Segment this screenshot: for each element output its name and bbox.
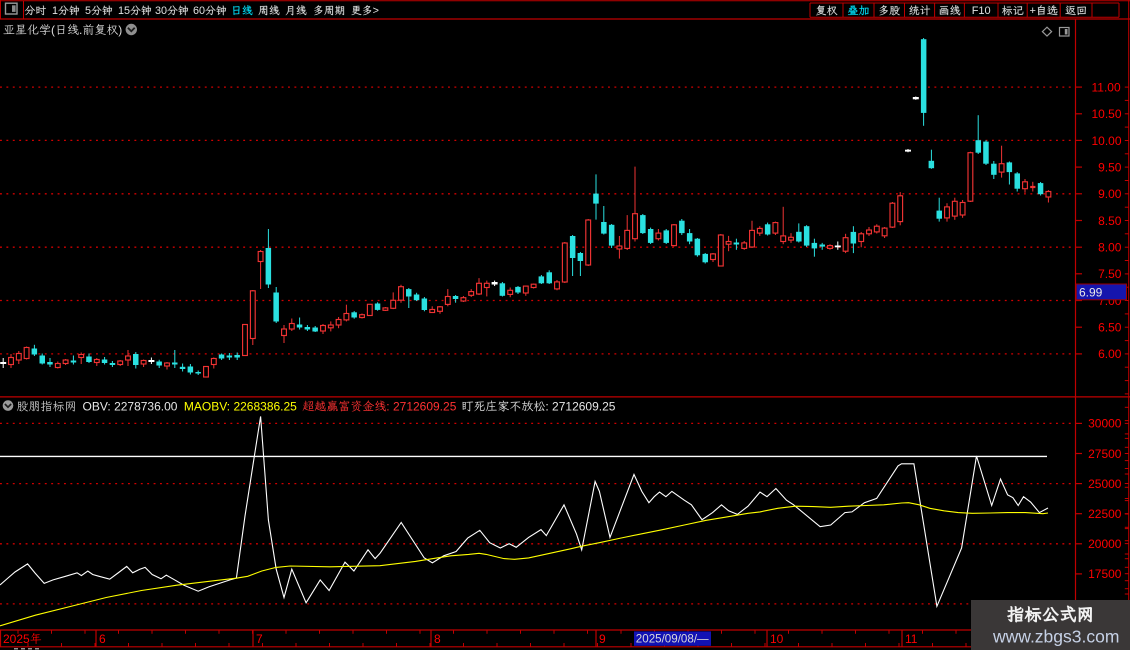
svg-text:17500: 17500: [1088, 567, 1122, 581]
svg-text:5: 5: [85, 5, 91, 17]
svg-text:8: 8: [434, 632, 441, 646]
svg-text:6.00: 6.00: [1098, 347, 1122, 361]
svg-text:9: 9: [599, 632, 606, 646]
svg-text:>: >: [373, 5, 379, 17]
svg-text:10: 10: [770, 632, 784, 646]
svg-text:(: (: [51, 23, 55, 37]
svg-text:27500: 27500: [1088, 447, 1122, 461]
svg-text:8.50: 8.50: [1098, 214, 1122, 228]
svg-text:20000: 20000: [1088, 537, 1122, 551]
svg-text:www.zbgs3.com: www.zbgs3.com: [992, 626, 1119, 646]
svg-text:1: 1: [52, 5, 58, 17]
svg-text:10.00: 10.00: [1092, 134, 1122, 148]
svg-text:F10: F10: [972, 5, 991, 17]
svg-text:: 2712609.25: : 2712609.25: [386, 399, 456, 413]
svg-text:9.50: 9.50: [1098, 160, 1122, 174]
svg-text:8.00: 8.00: [1098, 241, 1122, 255]
svg-text:2025: 2025: [3, 632, 30, 646]
svg-text:6.50: 6.50: [1098, 321, 1122, 335]
svg-text:10.50: 10.50: [1092, 107, 1122, 121]
svg-text:11: 11: [905, 632, 918, 646]
svg-text:+: +: [1030, 5, 1036, 17]
svg-text:.: .: [79, 23, 82, 37]
svg-text:2025/09/08/—: 2025/09/08/—: [636, 633, 709, 646]
svg-text:30000: 30000: [1088, 417, 1122, 431]
svg-text:22500: 22500: [1088, 507, 1122, 521]
svg-text:15: 15: [118, 5, 130, 17]
svg-text:11.00: 11.00: [1092, 80, 1121, 94]
svg-text:9.00: 9.00: [1098, 187, 1122, 201]
svg-text:25000: 25000: [1088, 477, 1122, 491]
svg-text:7: 7: [256, 632, 263, 646]
svg-text:: 2712609.25: : 2712609.25: [545, 399, 615, 413]
svg-text:30: 30: [155, 5, 167, 17]
svg-text:6: 6: [99, 632, 106, 646]
svg-text:6.99: 6.99: [1079, 285, 1103, 299]
svg-text:60: 60: [193, 5, 205, 17]
svg-text:MAOBV: 2268386.25: MAOBV: 2268386.25: [184, 399, 297, 413]
svg-text:OBV: 2278736.00: OBV: 2278736.00: [83, 399, 178, 413]
svg-text:7.50: 7.50: [1098, 267, 1122, 281]
svg-text:): ): [118, 23, 122, 37]
